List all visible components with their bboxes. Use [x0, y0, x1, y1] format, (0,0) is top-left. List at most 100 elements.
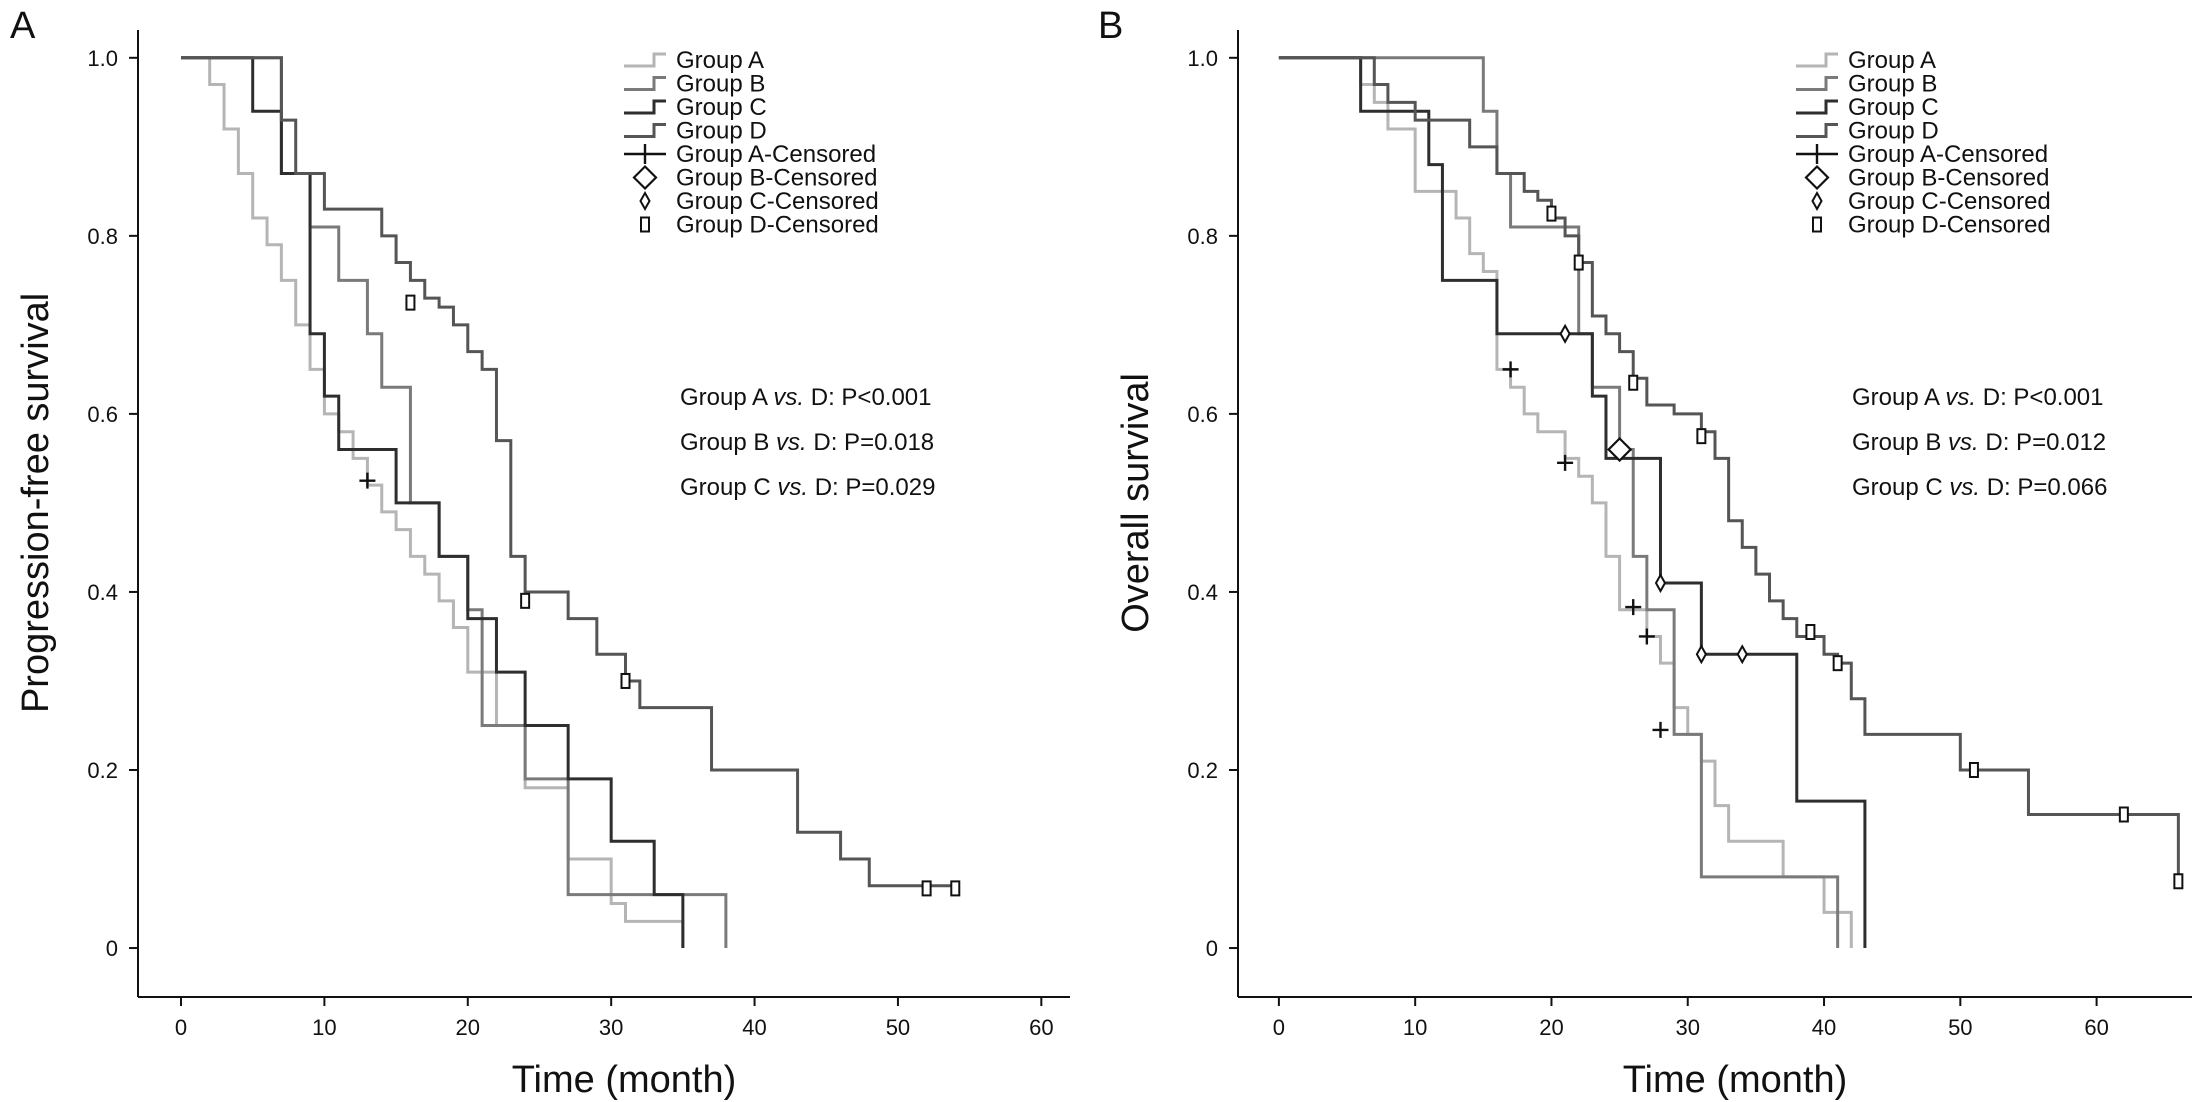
y-tick-label: 1.0: [87, 46, 118, 71]
y-axis-label: Progression-free survival: [15, 293, 57, 713]
censor-marker-group-d: [1805, 624, 1816, 641]
legend-swatch: [1796, 52, 1838, 68]
censor-marker-group-d: [1546, 205, 1557, 222]
censor-marker-group-a: [1502, 361, 1519, 378]
y-tick-label: 0.6: [87, 402, 118, 427]
y-tick-label: 0.8: [1187, 224, 1218, 249]
annotation-text: Group B: [680, 429, 776, 456]
y-tick-label: 1.0: [1187, 46, 1218, 71]
panel-label: A: [10, 5, 36, 47]
x-tick-label: 30: [599, 1015, 623, 1040]
y-tick-label: 0.8: [87, 224, 118, 249]
y-tick-label: 0.6: [1187, 402, 1218, 427]
censor-marker-group-a: [1638, 628, 1655, 645]
annotation-text: Group C: [680, 474, 777, 501]
legend-label: Group C-Censored: [676, 188, 879, 215]
annotation-text: vs.: [776, 429, 807, 456]
legend-swatch: [624, 76, 666, 91]
y-tick-label: 0: [106, 936, 118, 961]
series-line-group-c: [1278, 56, 1867, 949]
legend-swatch: [624, 52, 666, 68]
censor-marker-group-a: [1625, 599, 1642, 616]
y-tick-label: 0: [1206, 936, 1218, 961]
annotation-text: vs.: [777, 474, 808, 501]
legend-swatch: [640, 216, 650, 233]
annotation-text: Group C: [1852, 474, 1949, 501]
series-line-group-b: [1278, 56, 1840, 949]
censor-marker-group-c: [1695, 644, 1708, 665]
legend-swatch: [1796, 76, 1838, 91]
x-tick-label: 30: [1676, 1015, 1700, 1040]
annotation-text: D: P=0.029: [808, 474, 935, 501]
censor-marker-group-c: [1736, 644, 1748, 665]
y-tick-label: 0.4: [1187, 580, 1218, 605]
censor-marker-group-d: [1832, 655, 1843, 672]
p-value-annotation: Group A vs. D: P<0.001: [680, 384, 932, 411]
annotation-text: vs.: [1948, 429, 1979, 456]
legend-label: Group B: [1848, 71, 1937, 98]
legend-label: Group A: [676, 47, 764, 74]
legend-label: Group B-Censored: [1848, 165, 2049, 192]
legend-label: Group D: [676, 118, 767, 145]
legend-swatch: [632, 164, 658, 191]
annotation-text: D: P<0.001: [804, 384, 931, 411]
x-axis-label: Time (month): [1623, 1059, 1848, 1101]
x-tick-label: 10: [1403, 1015, 1427, 1040]
censor-marker-group-c: [1559, 323, 1571, 344]
legend-label: Group D: [1848, 118, 1939, 145]
p-value-annotation: Group B vs. D: P=0.018: [680, 429, 934, 456]
annotation-text: D: P=0.018: [807, 429, 934, 456]
legend-swatch: [1796, 123, 1838, 138]
x-tick-label: 40: [1812, 1015, 1836, 1040]
annotation-text: D: P=0.066: [1980, 474, 2107, 501]
censor-marker-group-d: [1573, 254, 1584, 271]
legend-label: Group A: [1848, 47, 1936, 74]
legend-label: Group D-Censored: [1848, 212, 2051, 239]
p-value-annotation: Group B vs. D: P=0.012: [1852, 429, 2106, 456]
legend-label: Group B-Censored: [676, 165, 877, 192]
censor-marker-group-a: [1557, 454, 1574, 471]
p-value-annotation: Group C vs. D: P=0.029: [680, 474, 935, 501]
censor-marker-group-d: [405, 294, 416, 311]
annotation-text: vs.: [1945, 384, 1976, 411]
x-tick-label: 0: [175, 1015, 187, 1040]
legend-swatch: [639, 190, 651, 212]
censor-marker-group-a: [359, 472, 376, 489]
x-tick-label: 50: [1948, 1015, 1972, 1040]
censor-marker-group-d: [950, 880, 961, 897]
x-tick-label: 60: [2084, 1015, 2108, 1040]
y-tick-label: 0.4: [87, 580, 118, 605]
censor-marker-group-b: [1607, 436, 1633, 463]
annotation-text: vs.: [1949, 474, 1980, 501]
censor-marker-group-d: [1696, 428, 1707, 445]
x-tick-label: 40: [742, 1015, 766, 1040]
panel-label: B: [1098, 5, 1123, 47]
censor-marker-group-d: [1968, 761, 1979, 778]
y-tick-label: 0.2: [87, 758, 118, 783]
censor-marker-group-d: [2173, 873, 2184, 890]
x-axis-label: Time (month): [512, 1059, 737, 1101]
censor-marker-group-c: [1654, 573, 1667, 594]
p-value-annotation: Group C vs. D: P=0.066: [1852, 474, 2107, 501]
legend-label: Group A-Censored: [1848, 141, 2048, 168]
y-tick-label: 0.2: [1187, 758, 1218, 783]
annotation-text: D: P<0.001: [1976, 384, 2103, 411]
legend-label: Group A-Censored: [676, 141, 876, 168]
x-tick-label: 20: [1539, 1015, 1563, 1040]
legend-swatch: [624, 123, 666, 138]
x-tick-label: 20: [456, 1015, 480, 1040]
x-tick-label: 50: [886, 1015, 910, 1040]
censor-marker-group-d: [520, 592, 531, 609]
legend-label: Group D-Censored: [676, 212, 879, 239]
legend-label: Group C: [676, 94, 767, 121]
censor-marker-group-d: [2118, 806, 2129, 823]
p-value-annotation: Group A vs. D: P<0.001: [1852, 384, 2104, 411]
legend-label: Group C-Censored: [1848, 188, 2051, 215]
series-line-group-c: [181, 56, 685, 949]
legend-swatch: [1812, 216, 1822, 233]
annotation-text: Group A: [1852, 384, 1945, 411]
annotation-text: Group A: [680, 384, 773, 411]
series-line-group-a: [1278, 56, 1853, 949]
censor-marker-group-d: [1628, 374, 1639, 391]
annotation-text: D: P=0.012: [1979, 429, 2106, 456]
